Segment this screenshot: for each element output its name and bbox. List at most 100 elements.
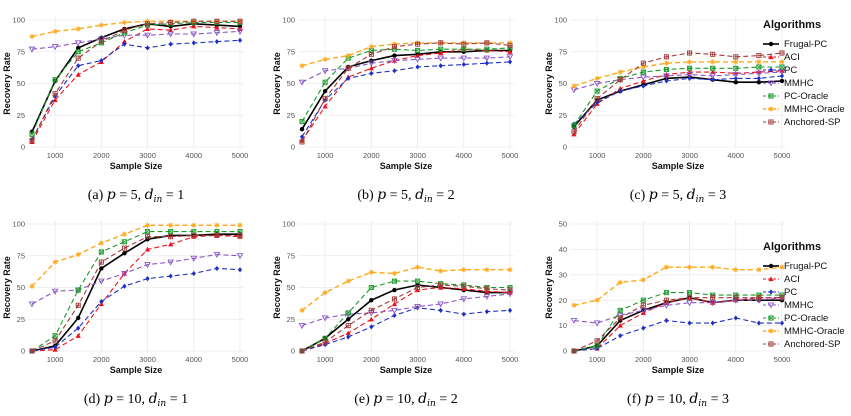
data-point (168, 27, 174, 33)
data-point (779, 64, 785, 70)
data-point (392, 287, 397, 293)
series-line (31, 22, 241, 133)
series-pc-oracle (29, 20, 243, 137)
data-point (779, 320, 785, 326)
data-point (484, 286, 490, 292)
x-tick-label: 5000 (502, 355, 519, 364)
series-aci (571, 68, 785, 137)
data-point (299, 139, 305, 145)
caption-p-value: = 10, (113, 392, 149, 407)
caption-d-symbol: d (689, 391, 698, 407)
data-point (686, 69, 693, 75)
data-point (391, 278, 397, 284)
legend-item-anchored-sp: Anchored-SP (763, 117, 841, 128)
data-point (75, 55, 81, 61)
legend-marker (768, 41, 774, 47)
data-point (710, 59, 716, 65)
caption-d-value: = 1 (166, 392, 188, 407)
caption-p-symbol: p (649, 187, 658, 203)
legend-item-mmhc-oracle: MMHC-Oracle (763, 326, 845, 337)
series-line (573, 296, 782, 352)
legend-label: Anchored-SP (784, 117, 841, 128)
data-point (595, 345, 600, 352)
data-point (663, 73, 670, 80)
panel-d: 0 25 50 75 100 1000 2000 3000 4000 5000 Sample Siz… (2, 220, 248, 409)
caption-p-value: = 10, (382, 392, 418, 407)
data-point (594, 96, 600, 102)
y-tick-label: 75 (559, 47, 567, 56)
caption-label: (f) (627, 392, 645, 407)
data-point (52, 28, 58, 35)
series-pc (29, 265, 243, 354)
y-tick-label: 50 (17, 79, 25, 88)
y-tick-label: 0 (291, 347, 295, 356)
data-point (686, 300, 693, 307)
x-tick-label: 3000 (139, 151, 156, 160)
legend-item-pc: PC (763, 287, 797, 298)
data-point (571, 302, 577, 308)
data-point (663, 290, 669, 296)
series-line (301, 49, 510, 130)
data-point (641, 83, 646, 89)
data-point (664, 78, 669, 84)
data-point (617, 315, 623, 321)
legend-label: MMHC (784, 78, 814, 89)
data-point (391, 270, 398, 277)
data-point (28, 301, 36, 308)
data-point (144, 32, 151, 39)
data-point (346, 317, 351, 322)
data-point (710, 264, 716, 270)
y-axis-title: Recovery Rate (2, 52, 12, 115)
series-aci (29, 232, 243, 354)
legend-item-frugal-pc: Frugal-PC (763, 261, 827, 272)
data-point (168, 241, 174, 247)
caption-d-value: = 3 (704, 188, 726, 203)
data-point (484, 60, 489, 66)
series-pc-oracle (299, 45, 513, 125)
data-point (710, 295, 716, 301)
series-line (31, 234, 241, 352)
data-point (299, 348, 305, 354)
data-point (145, 276, 150, 282)
x-tick-label: 4000 (727, 151, 744, 160)
panel-caption: (e) p = 10, din = 2 (354, 391, 457, 409)
data-point (391, 41, 398, 47)
data-point (756, 64, 762, 70)
x-tick-label: 2000 (363, 151, 380, 160)
data-point (415, 47, 421, 54)
x-tick-label: 5000 (232, 355, 249, 364)
data-point (640, 60, 646, 66)
caption-label: (a) (88, 188, 107, 203)
caption-label: (d) (84, 392, 104, 407)
x-tick-label: 3000 (409, 355, 426, 364)
data-point (298, 79, 306, 86)
data-point (484, 267, 490, 273)
data-point (299, 119, 305, 125)
data-point (369, 58, 374, 63)
y-tick-label: 25 (287, 111, 295, 120)
x-tick-label: 2000 (93, 355, 110, 364)
series-line (301, 47, 511, 122)
series-line (301, 56, 511, 83)
data-point (369, 70, 374, 76)
data-point (322, 88, 328, 94)
data-point (75, 302, 81, 308)
caption-p-value: = 5, (116, 188, 145, 203)
data-point (733, 59, 739, 65)
data-point (28, 46, 36, 53)
series-mmhc-oracle (29, 222, 243, 289)
series-line (573, 76, 783, 128)
caption-d-subscript: in (696, 195, 705, 205)
x-tick-label: 4000 (455, 355, 472, 364)
legend-item-anchored-sp: Anchored-SP (763, 339, 841, 350)
legend-item-frugal-pc: Frugal-PC (763, 39, 827, 50)
caption-d-value: = 2 (436, 392, 458, 407)
legend-label: PC (784, 65, 797, 76)
caption-p-symbol: p (645, 391, 654, 407)
data-point (663, 264, 670, 270)
legend-label: MMHC-Oracle (784, 326, 845, 337)
data-point (415, 41, 421, 47)
data-point (237, 18, 243, 24)
data-point (168, 222, 174, 228)
data-point (168, 234, 174, 240)
